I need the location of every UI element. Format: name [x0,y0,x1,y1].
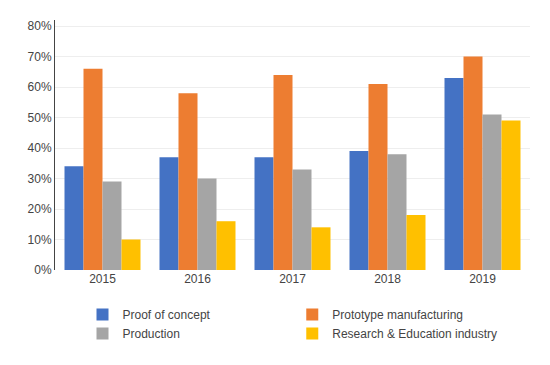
svg-text:Prototype manufacturing: Prototype manufacturing [332,308,463,322]
svg-text:20%: 20% [28,202,52,216]
svg-text:80%: 80% [28,19,52,33]
svg-text:70%: 70% [28,50,52,64]
svg-text:0%: 0% [34,263,52,277]
svg-text:2017: 2017 [279,272,306,286]
svg-text:2016: 2016 [184,272,211,286]
svg-text:Research & Education industry: Research & Education industry [332,327,497,341]
svg-text:Proof of concept: Proof of concept [123,308,211,322]
svg-text:2019: 2019 [469,272,496,286]
svg-text:30%: 30% [28,172,52,186]
svg-text:2018: 2018 [374,272,401,286]
svg-text:50%: 50% [28,111,52,125]
svg-text:40%: 40% [28,141,52,155]
svg-text:10%: 10% [28,233,52,247]
svg-text:60%: 60% [28,80,52,94]
svg-text:Production: Production [123,327,180,341]
svg-text:2015: 2015 [89,272,116,286]
